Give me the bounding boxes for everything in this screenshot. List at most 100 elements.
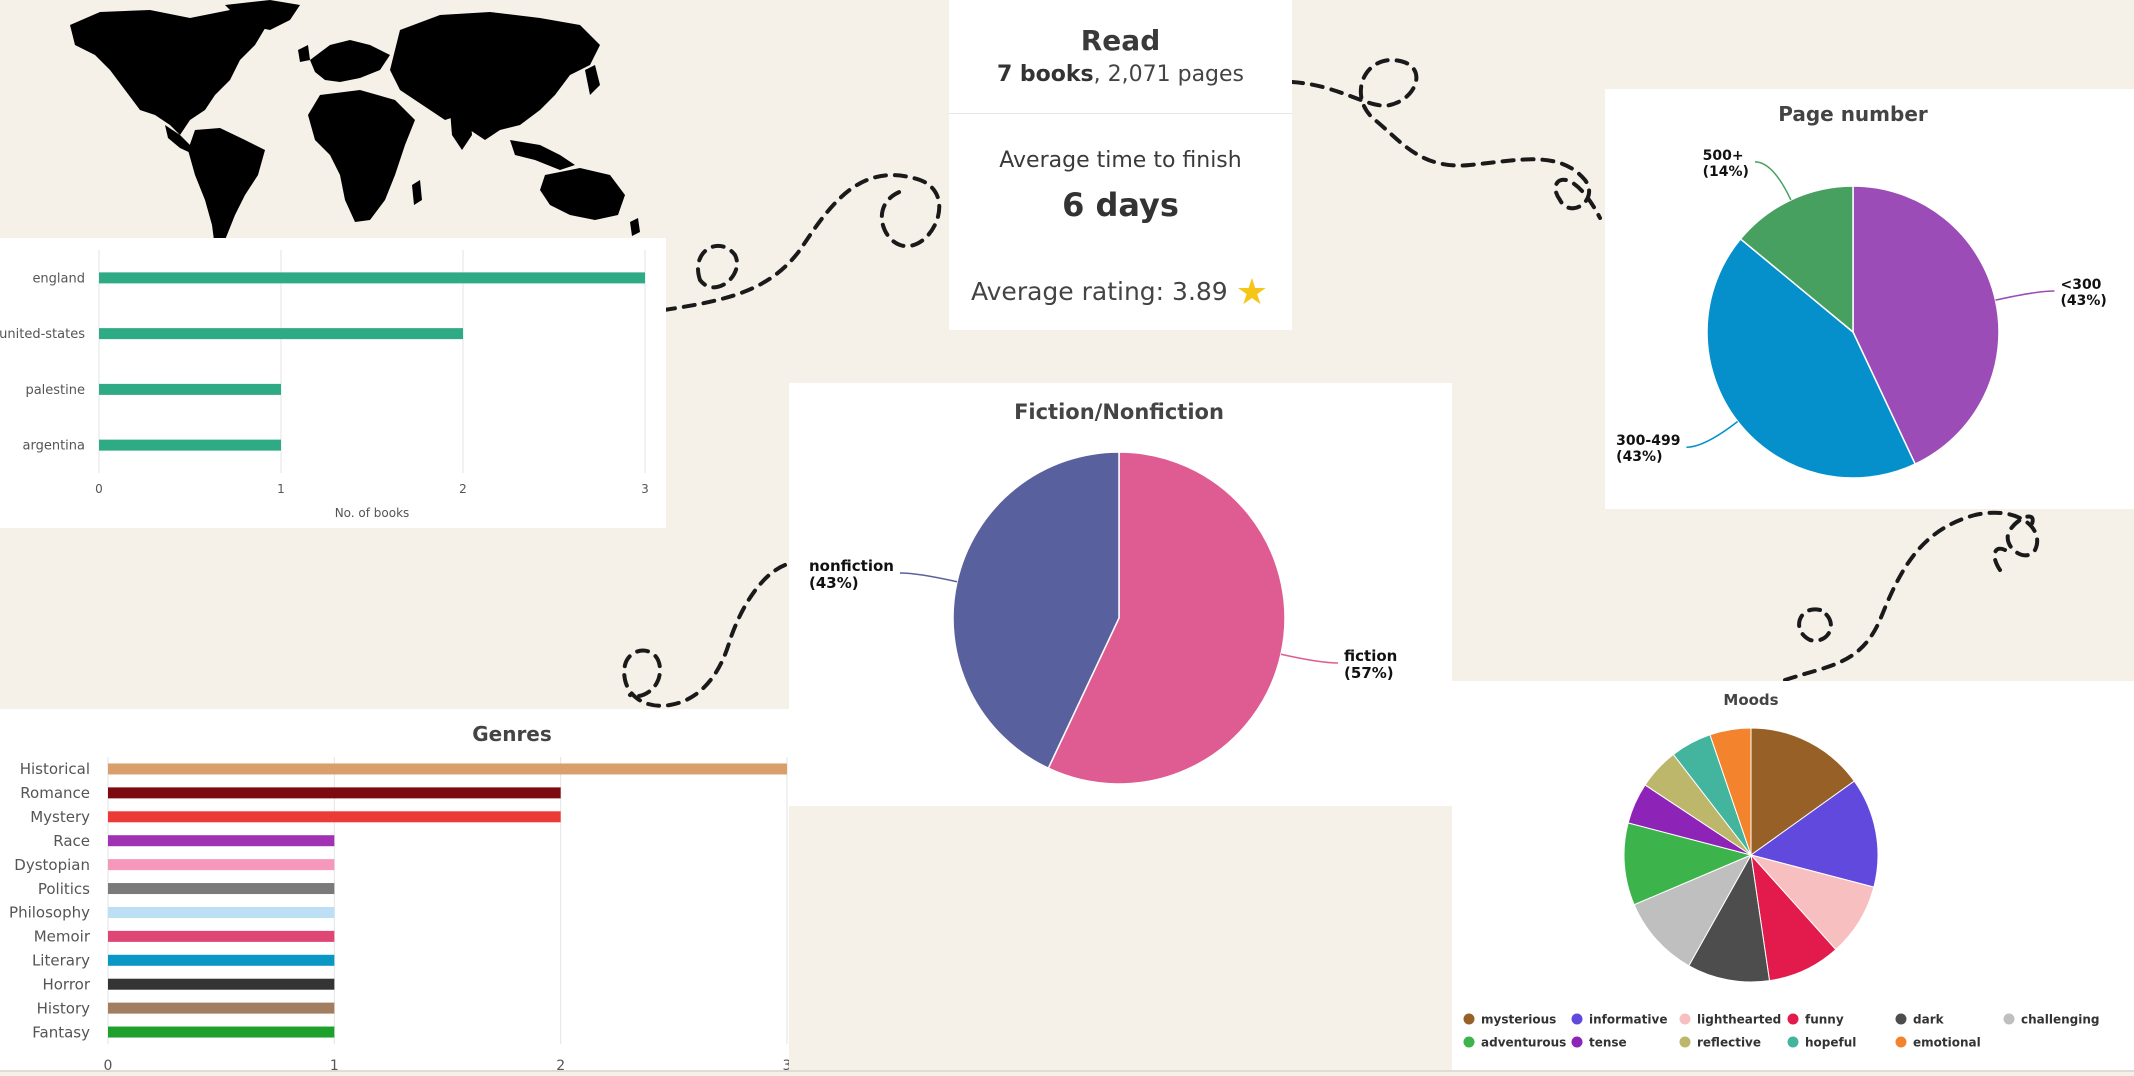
countries-category-label: united-states [0, 327, 85, 342]
genres-category-label: Literary [32, 952, 90, 970]
countries-category-label: palestine [25, 383, 85, 398]
genres-category-label: Dystopian [14, 856, 90, 874]
countries-bar [99, 272, 645, 284]
swirl-top-center [662, 173, 942, 312]
genres-bar [108, 835, 335, 847]
fiction-chart-card: Fiction/Nonfiction fiction (57%) nonfiction… [789, 383, 1452, 806]
pages-slice-percent: (43%) [1616, 449, 1662, 465]
swirl-right-tail [1992, 546, 2007, 572]
read-pages-count: , 2,071 pages [1093, 62, 1245, 87]
pages-label-line [1754, 161, 1792, 201]
fiction-slice-label: fiction [1344, 647, 1397, 665]
pages-label-line [1995, 290, 2055, 301]
moods-legend-swatch [1679, 1013, 1691, 1025]
fiction-slice-percent: (57%) [1344, 664, 1394, 682]
map-uk [298, 45, 310, 62]
genres-category-label: Race [53, 832, 90, 850]
map-madagascar [412, 180, 422, 205]
countries-bar-chart: 0 1 2 3 england united-states palestine argenti… [0, 250, 649, 520]
genres-title: Genres [472, 722, 552, 746]
swirl-middle-left [622, 563, 787, 708]
moods-legend-swatch [2003, 1013, 2015, 1025]
moods-legend-label: lighthearted [1697, 1013, 1781, 1027]
average-rating-text: Average rating: 3.89 [971, 277, 1228, 306]
moods-legend-swatch [1679, 1036, 1691, 1048]
fiction-label-line [1280, 653, 1339, 664]
genres-bar [108, 954, 335, 966]
countries-x-tick-label: 1 [277, 482, 285, 496]
empty-panel [817, 806, 1394, 1072]
moods-legend-label: tense [1589, 1036, 1627, 1050]
moods-chart-card: Moods mysterious informative lighthearted fu… [1452, 681, 2134, 1072]
genres-bar [108, 1002, 335, 1014]
moods-legend-label: challenging [2021, 1013, 2100, 1027]
countries-x-tick-label: 3 [641, 482, 649, 496]
pages-slice-label: 300-499 [1616, 433, 1680, 449]
map-india [450, 110, 472, 150]
read-summary: 7 books, 2,071 pages [949, 62, 1292, 87]
genres-chart-card: Genres 0 1 2 3 Historical Romance Mystery Race Dy… [0, 709, 791, 1074]
page-number-pie-chart: Page number<300(43%)300-499(43%)500+(14%… [1616, 102, 2107, 479]
moods-slice [1688, 853, 1771, 983]
genres-category-label: History [37, 999, 90, 1017]
fiction-slice-label: nonfiction [809, 557, 894, 575]
genres-bar [108, 811, 561, 823]
moods-legend-swatch [1787, 1036, 1799, 1048]
countries-x-axis-label: No. of books [335, 506, 410, 520]
moods-legend-swatch [1463, 1013, 1475, 1025]
moods-pie-chart: Moods mysterious informative lighthearted fu… [1463, 691, 2100, 1050]
map-southeast-asia [510, 140, 575, 170]
star-icon: ★ [1235, 272, 1268, 313]
moods-slice [1709, 727, 1752, 856]
moods-slice [1623, 822, 1753, 906]
swirl-right-loop [1797, 607, 1833, 643]
genres-category-label: Historical [20, 760, 90, 778]
moods-legend-swatch [1895, 1013, 1907, 1025]
stats-divider [949, 113, 1292, 114]
page-bottom-border [0, 1070, 2134, 1072]
swirl-right [1783, 510, 2040, 682]
map-europe [310, 40, 390, 82]
genres-category-label: Politics [38, 880, 90, 898]
moods-legend-label: emotional [1913, 1036, 1981, 1050]
moods-legend-label: dark [1913, 1013, 1945, 1027]
moods-slice [1749, 780, 1879, 888]
fiction-label-line [899, 572, 958, 583]
map-greenland [225, 0, 300, 30]
genres-category-label: Horror [42, 975, 90, 993]
fiction-slice [952, 451, 1120, 770]
genres-bar [108, 859, 335, 871]
moods-legend-label: mysterious [1481, 1013, 1556, 1027]
map-north-america [70, 10, 270, 135]
map-south-america [188, 128, 265, 248]
moods-legend-label: informative [1589, 1013, 1667, 1027]
genres-category-label: Romance [20, 784, 90, 802]
swirl-top-right [1290, 57, 1602, 220]
moods-legend-label: funny [1805, 1013, 1844, 1027]
countries-x-tick-label: 0 [95, 482, 103, 496]
pages-slice-percent: (14%) [1703, 164, 1749, 180]
genres-category-label: Philosophy [9, 904, 90, 922]
moods-legend-label: hopeful [1805, 1036, 1856, 1050]
moods-legend-label: reflective [1697, 1036, 1761, 1050]
moods-slice [1633, 853, 1753, 967]
page-number-chart-card: Page number <300 (43%) 300-499 (43%) 500+ (14%… [1605, 89, 2134, 509]
pages-slice-label: 500+ [1703, 148, 1744, 164]
fiction-pie-chart: Fiction/Nonfiction fiction(57%) nonfiction… [809, 400, 1397, 785]
average-rating: Average rating: 3.89 ★ [971, 268, 1268, 313]
average-finish-value: 6 days [1062, 186, 1179, 224]
countries-category-label: argentina [23, 439, 86, 454]
genres-bar [108, 763, 787, 775]
genres-category-label: Mystery [30, 808, 90, 826]
pages-slice [1739, 185, 1854, 334]
read-title: Read [1080, 24, 1161, 57]
average-finish-label: Average time to finish [999, 148, 1242, 173]
countries-category-label: england [32, 271, 85, 286]
map-africa [308, 90, 415, 222]
countries-x-tick-label: 2 [459, 482, 467, 496]
countries-bar [99, 439, 281, 451]
countries-bar [99, 328, 463, 340]
fiction-title: Fiction/Nonfiction [1014, 400, 1224, 424]
read-books-count: 7 books [996, 62, 1094, 87]
reading-stats-card: Read 7 books, 2,071 pages Average time t… [949, 0, 1292, 330]
